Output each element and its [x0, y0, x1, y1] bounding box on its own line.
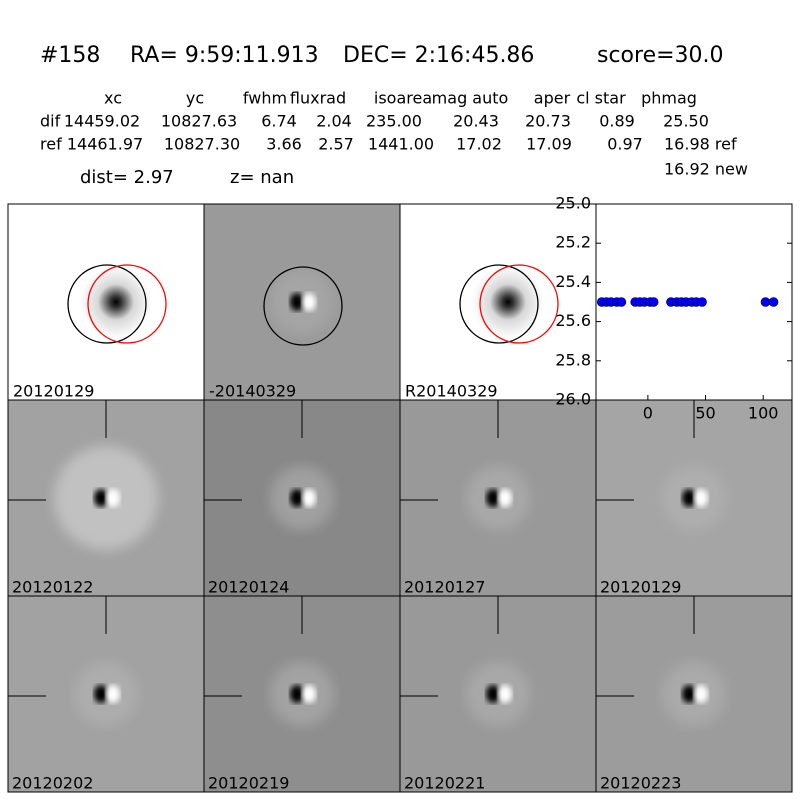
cell: 17.09 — [526, 135, 572, 154]
cell: 3.66 — [266, 135, 302, 154]
y-tick-label: 25.8 — [555, 350, 591, 369]
aperture — [263, 266, 343, 346]
aperture — [459, 264, 539, 344]
cell: 2.57 — [318, 135, 354, 154]
point — [760, 297, 771, 307]
source — [472, 266, 544, 338]
cell: 17.02 — [456, 135, 502, 154]
dark-lobe — [290, 489, 304, 507]
stamp-label: 20120122 — [12, 578, 93, 597]
bright-lobe — [302, 489, 316, 507]
bright-lobe — [302, 293, 316, 311]
cell: 16.98 ref — [664, 135, 737, 154]
cell: 14461.97 — [67, 135, 143, 154]
column-header: cl star — [576, 89, 626, 108]
column-header: aper — [534, 89, 571, 108]
y-tick-label: 25.0 — [555, 194, 591, 213]
column-header: fwhm — [243, 89, 287, 108]
x-tick-label: 50 — [695, 404, 715, 423]
dark-lobe — [682, 685, 696, 703]
stamp-label: 20120221 — [404, 774, 485, 793]
aperture-ref — [87, 264, 167, 344]
y-tick-label: 25.2 — [555, 233, 591, 252]
column-header: fluxrad — [290, 89, 346, 108]
panel-label: -20140329 — [209, 382, 296, 401]
dec: DEC= 2:16:45.86 — [343, 43, 534, 68]
bright-lobe — [694, 489, 708, 507]
bright-lobe — [694, 685, 708, 703]
dark-lobe — [94, 685, 108, 703]
panel-label: R20140329 — [405, 382, 498, 401]
aperture-ref — [479, 264, 559, 344]
object-id: #158 — [40, 43, 100, 68]
dark-lobe — [486, 489, 500, 507]
ra: RA= 9:59:11.913 — [130, 43, 319, 68]
cell: 25.50 — [663, 112, 709, 131]
row-label: ref — [40, 135, 62, 154]
stamp-label: 20120124 — [208, 578, 289, 597]
x-tick-label: 100 — [748, 404, 779, 423]
cell: 1441.00 — [368, 135, 434, 154]
dist: dist= 2.97 — [80, 167, 174, 188]
bright-lobe — [302, 685, 316, 703]
stamp-label: 20120129 — [600, 578, 681, 597]
z: z= nan — [230, 167, 294, 188]
cell: 235.00 — [366, 112, 422, 131]
bright-lobe — [498, 685, 512, 703]
row-label: dif — [40, 112, 61, 131]
cell: 6.74 — [261, 112, 297, 131]
dark-lobe — [94, 489, 108, 507]
column-header: xc — [104, 89, 122, 108]
cell: 0.89 — [599, 112, 635, 131]
dark-lobe — [682, 489, 696, 507]
score: score=30.0 — [597, 43, 724, 68]
cell: 2.04 — [316, 112, 352, 131]
x-tick-label: 0 — [643, 404, 653, 423]
bright-lobe — [498, 489, 512, 507]
column-header: isoarea — [374, 89, 432, 108]
cell: 20.73 — [525, 112, 571, 131]
y-tick-label: 25.4 — [555, 272, 591, 291]
phmag-new: 16.92 new — [664, 160, 748, 179]
point — [768, 297, 779, 307]
dark-lobe — [290, 293, 304, 311]
point — [616, 297, 627, 307]
panel-label: 20120129 — [13, 382, 94, 401]
stamp-label: 20120127 — [404, 578, 485, 597]
y-tick-label: 25.6 — [555, 311, 591, 330]
point — [697, 297, 707, 307]
dark-lobe — [290, 685, 304, 703]
aperture — [67, 264, 147, 344]
cell: 14459.02 — [64, 112, 140, 131]
cell: 20.43 — [453, 112, 499, 131]
source — [80, 266, 152, 338]
y-tick-label: 26.0 — [555, 390, 591, 409]
cell: 10827.63 — [161, 112, 237, 131]
column-header: mag auto — [432, 89, 509, 108]
bright-lobe — [106, 489, 120, 507]
cell: 10827.30 — [164, 135, 240, 154]
cell: 0.97 — [607, 135, 643, 154]
column-header: yc — [186, 89, 204, 108]
point — [648, 297, 659, 307]
stamp-label: 20120223 — [600, 774, 681, 793]
bright-lobe — [106, 685, 120, 703]
dark-lobe — [486, 685, 500, 703]
stamp-label: 20120202 — [12, 774, 93, 793]
stamp-label: 20120219 — [208, 774, 289, 793]
column-header: phmag — [641, 89, 697, 108]
